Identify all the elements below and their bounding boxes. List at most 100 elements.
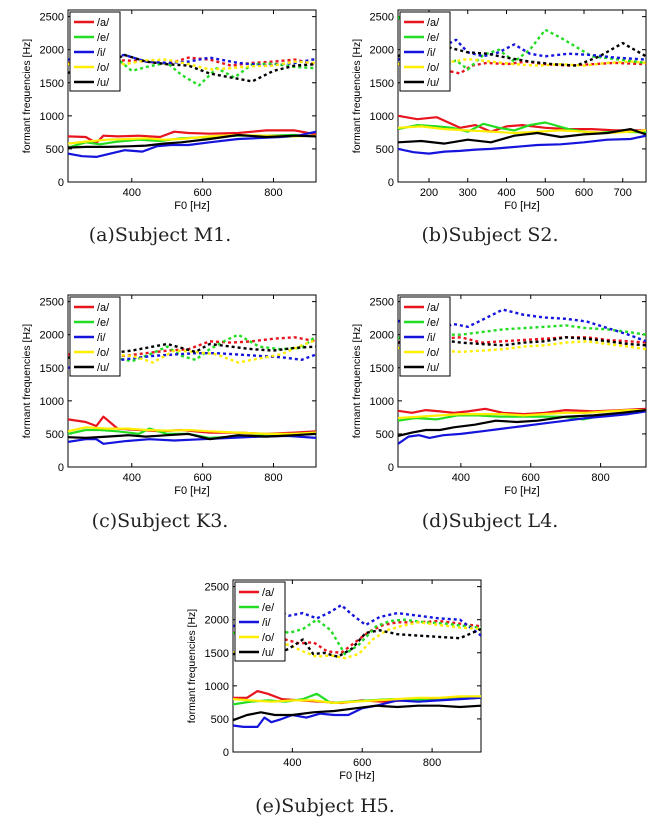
chart-panel-e: 0 500 1000 1500 2000 2500 400 600 800 F0 [Hz] form… (165, 570, 485, 785)
chart-panel-d: 0 500 1000 1500 2000 2500 400 600 800 F0 [Hz] form… (330, 285, 650, 500)
series-f2-i (68, 53, 316, 67)
y-tick-label: 500 (46, 429, 64, 441)
series-f1-o (233, 695, 481, 705)
y-tick-label: 2500 (370, 12, 394, 24)
y-tick-label: 1000 (40, 111, 64, 123)
x-axis-label: F0 [Hz] (174, 485, 209, 497)
series-f1-u (68, 133, 316, 149)
y-tick-label: 1000 (370, 111, 394, 123)
y-tick-label: 2000 (40, 330, 64, 342)
series-f1-i (68, 130, 316, 158)
y-tick-label: 0 (388, 462, 394, 474)
x-tick-label: 400 (497, 187, 515, 199)
chart-panel-b: 0 500 1000 1500 2000 2500 200 300 400 500 600 700 F0… (330, 0, 650, 215)
legend-label-o: /o/ (97, 347, 110, 359)
x-tick-label: 200 (420, 187, 438, 199)
x-tick-label: 400 (123, 187, 141, 199)
y-tick-label: 0 (388, 177, 394, 189)
x-axis-label: F0 [Hz] (174, 200, 209, 212)
caption-e: (e)Subject H5. (255, 795, 395, 817)
x-tick-label: 600 (575, 187, 593, 199)
y-tick-label: 2000 (205, 615, 229, 627)
y-tick-label: 2500 (370, 297, 394, 309)
series-f1-i (398, 134, 646, 155)
series-f2-u (398, 336, 646, 347)
y-tick-label: 1500 (40, 363, 64, 375)
legend-label-a: /a/ (97, 17, 110, 29)
y-tick-label: 2500 (205, 582, 229, 594)
legend-label-a: /a/ (427, 302, 440, 314)
x-tick-label: 600 (193, 472, 211, 484)
legend-label-o: /o/ (97, 62, 110, 74)
series-f1-o (68, 426, 316, 435)
legend-label-i: /i/ (427, 332, 437, 344)
y-tick-label: 1500 (205, 648, 229, 660)
y-tick-label: 500 (211, 714, 229, 726)
x-tick-label: 500 (536, 187, 554, 199)
legend-label-o: /o/ (262, 632, 275, 644)
series-f1-u (398, 409, 646, 437)
y-tick-label: 0 (223, 747, 229, 759)
series-f2-a (398, 60, 646, 75)
legend-label-i: /i/ (262, 617, 272, 629)
legend-label-a: /a/ (427, 17, 440, 29)
legend-label-u: /u/ (427, 77, 440, 89)
legend-label-i: /i/ (97, 47, 107, 59)
chart-a: 0 500 1000 1500 2000 2500 400 600 800 F0 [Hz] form… (21, 9, 317, 212)
y-tick-label: 2000 (370, 45, 394, 57)
x-tick-label: 800 (264, 187, 282, 199)
legend-label-e: /e/ (97, 32, 110, 44)
x-tick-label: 700 (614, 187, 632, 199)
y-tick-label: 500 (46, 144, 64, 156)
x-tick-label: 800 (264, 472, 282, 484)
caption-d: (d)Subject L4. (421, 510, 559, 532)
y-tick-label: 1500 (370, 78, 394, 90)
y-axis-label: formant frequencies [Hz] (21, 39, 33, 153)
series-group (398, 15, 646, 155)
legend-label-u: /u/ (262, 647, 275, 659)
y-tick-label: 1500 (370, 363, 394, 375)
y-tick-label: 2000 (370, 330, 394, 342)
y-tick-label: 0 (58, 462, 64, 474)
series-f1-a (398, 407, 646, 416)
series-f2-o (398, 340, 646, 354)
series-f2-u (68, 342, 316, 359)
y-tick-label: 2500 (40, 297, 64, 309)
series-f2-a (233, 619, 481, 655)
legend-label-a: /a/ (262, 587, 275, 599)
y-tick-label: 1000 (40, 396, 64, 408)
series-f1-u (233, 704, 481, 722)
chart-panel-c: 0 500 1000 1500 2000 2500 400 600 800 F0 [Hz] form… (0, 285, 320, 500)
caption-c: (c)Subject K3. (91, 510, 229, 532)
caption-b: (b)Subject S2. (421, 224, 559, 246)
y-tick-label: 500 (376, 144, 394, 156)
legend: /a/ /e/ /i/ /o/ /u/ (69, 11, 121, 92)
caption-a: (a)Subject M1. (88, 224, 232, 246)
x-tick-label: 600 (522, 472, 540, 484)
y-tick-label: 2500 (40, 12, 64, 24)
series-f1-a (68, 129, 316, 145)
legend-label-o: /o/ (427, 62, 440, 74)
legend-label-a: /a/ (97, 302, 110, 314)
legend-label-e: /e/ (427, 317, 440, 329)
legend: /a/ /e/ /i/ /o/ /u/ (69, 296, 121, 377)
series-f1-a (398, 114, 646, 133)
legend: /a/ /e/ /i/ /o/ /u/ (399, 11, 451, 92)
series-f2-i (398, 308, 646, 343)
y-tick-label: 500 (376, 429, 394, 441)
legend-label-e: /e/ (427, 32, 440, 44)
series-f2-i (233, 603, 481, 637)
x-tick-label: 400 (283, 757, 301, 769)
legend: /a/ /e/ /i/ /o/ /u/ (399, 296, 451, 377)
x-tick-label: 600 (193, 187, 211, 199)
chart-panel-a: 0 500 1000 1500 2000 2500 400 600 800 F0 [Hz] form… (0, 0, 320, 215)
chart-d: 0 500 1000 1500 2000 2500 400 600 800 F0 [Hz] form… (351, 294, 647, 497)
series-f2-e (398, 15, 646, 71)
series-f2-o (68, 58, 316, 71)
series-f1-i (233, 696, 481, 728)
y-axis-label: formant frequencies [Hz] (186, 609, 198, 723)
x-tick-label: 600 (353, 757, 371, 769)
x-tick-label: 400 (123, 472, 141, 484)
series-f2-a (68, 336, 316, 358)
x-axis-label: F0 [Hz] (339, 770, 374, 782)
